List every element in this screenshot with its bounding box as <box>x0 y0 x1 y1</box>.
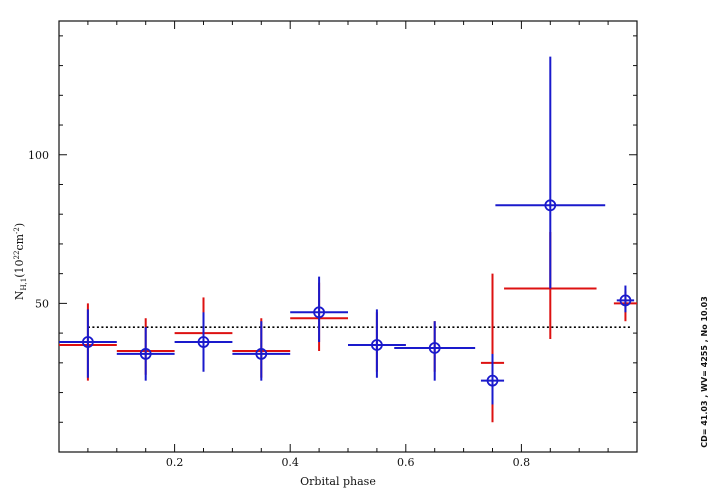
y-axis-label-sub: H,1 <box>20 278 28 291</box>
y-axis-label-rest: (10 <box>13 259 26 277</box>
y-axis-label-main: N <box>13 290 26 300</box>
x-tick-label: 0.8 <box>513 456 531 469</box>
blue-data-point <box>82 336 94 348</box>
y-tick-label: 50 <box>35 297 49 310</box>
blue-data-point <box>370 339 383 351</box>
y-axis-label-unit-exp: -2 <box>13 227 21 234</box>
blue-data-point <box>313 306 326 319</box>
blue-data-point <box>197 336 210 348</box>
blue-series <box>59 56 635 405</box>
x-tick-label: 0.2 <box>166 456 184 469</box>
blue-data-point <box>544 199 557 212</box>
y-tick-label: 100 <box>28 149 49 162</box>
blue-data-point <box>139 348 152 360</box>
x-tick-label: 0.4 <box>281 456 299 469</box>
blue-data-point <box>619 294 632 307</box>
x-axis-label: Orbital phase <box>300 475 376 488</box>
blue-data-point <box>255 348 268 360</box>
x-tick-label: 0.6 <box>397 456 415 469</box>
y-axis-label: NH,1(1022cm-2) <box>13 223 28 300</box>
side-annotation: CD= 41.03 , WV= 4255 , No 10.03 <box>700 296 709 448</box>
y-axis-label-unit: cm <box>13 233 26 250</box>
y-axis-label-exp: 22 <box>13 251 21 260</box>
blue-data-point <box>428 342 441 354</box>
blue-data-point <box>486 374 499 387</box>
y-axis-label-close: ) <box>13 223 26 227</box>
